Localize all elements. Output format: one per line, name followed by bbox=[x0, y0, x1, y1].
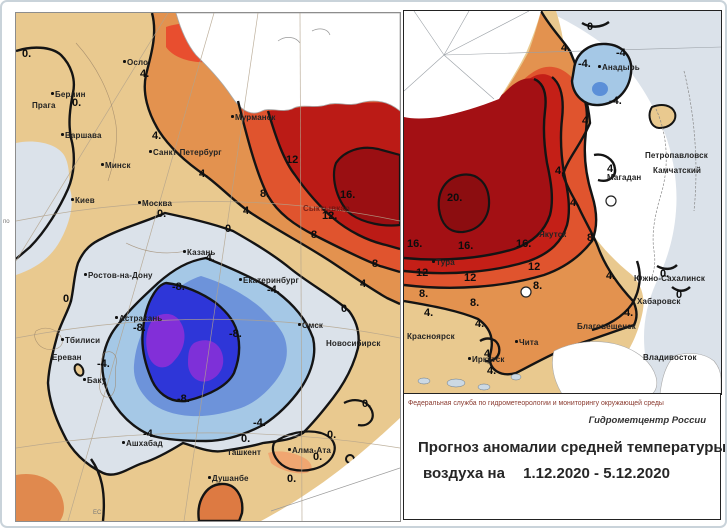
map-panel-asian-russia bbox=[403, 10, 722, 395]
sevan-lake-mark bbox=[73, 363, 85, 377]
contour-curl-2 bbox=[271, 430, 336, 472]
bottom-right-no-data bbox=[261, 418, 400, 521]
date-start: 1.12.2020 bbox=[523, 465, 590, 482]
anadyr-zero-arc bbox=[581, 21, 610, 28]
anadyr-m4-loop bbox=[570, 42, 633, 107]
country-borders bbox=[34, 42, 187, 398]
forecast-title-line2: воздуха на 1.12.2020 - 5.12.2020 bbox=[423, 465, 670, 482]
contour-curl-1 bbox=[343, 399, 374, 427]
anadyr-blue-dot bbox=[592, 82, 608, 96]
edge-text-left: по bbox=[3, 219, 10, 225]
dushanbe-warm-blob bbox=[197, 482, 244, 523]
map-panel-european-russia bbox=[15, 12, 402, 523]
graticule bbox=[15, 12, 401, 522]
almaty-warm-patch bbox=[268, 451, 312, 474]
purple-core-east bbox=[188, 340, 224, 382]
map-art-right bbox=[403, 10, 722, 395]
lakes bbox=[417, 373, 522, 391]
title-prefix: воздуха на bbox=[423, 465, 505, 482]
caption-box: Федеральная служба по гидрометеорологии … bbox=[403, 393, 725, 520]
contour-zero-west bbox=[15, 46, 76, 260]
bottom-no-data-2 bbox=[659, 352, 722, 395]
date-end: 5.12.2020 bbox=[603, 465, 670, 482]
kamchatka-khaki-blob bbox=[648, 104, 677, 130]
bottom-left-warm-patch bbox=[16, 473, 64, 521]
purple-core-west bbox=[146, 313, 185, 368]
station-circle-2 bbox=[520, 286, 532, 298]
warm-contour-lines bbox=[403, 10, 691, 376]
agency-line: Федеральная служба по гидрометеорологии … bbox=[408, 400, 664, 407]
bottom-no-data-1 bbox=[552, 341, 658, 395]
arctic-no-data-area bbox=[175, 12, 401, 114]
west-cool-area bbox=[16, 141, 72, 275]
station-circle-1 bbox=[605, 195, 617, 207]
date-separator: - bbox=[594, 465, 600, 482]
arctic-islands bbox=[277, 28, 331, 44]
coastlines bbox=[649, 70, 697, 282]
warm-contour-lines bbox=[143, 12, 401, 306]
hydromet-center-name: Гидрометцентр России bbox=[588, 415, 706, 426]
forecast-title-line1: Прогноз аномалии средней температуры bbox=[418, 439, 727, 456]
band-16plus bbox=[332, 146, 402, 227]
arctic-no-data-area bbox=[404, 11, 541, 119]
bottom-left-contour bbox=[90, 458, 106, 522]
map-art-left bbox=[15, 12, 402, 523]
band-20plus bbox=[437, 173, 491, 234]
east-cool-area bbox=[546, 11, 721, 394]
thin-boundary-line bbox=[270, 467, 401, 512]
